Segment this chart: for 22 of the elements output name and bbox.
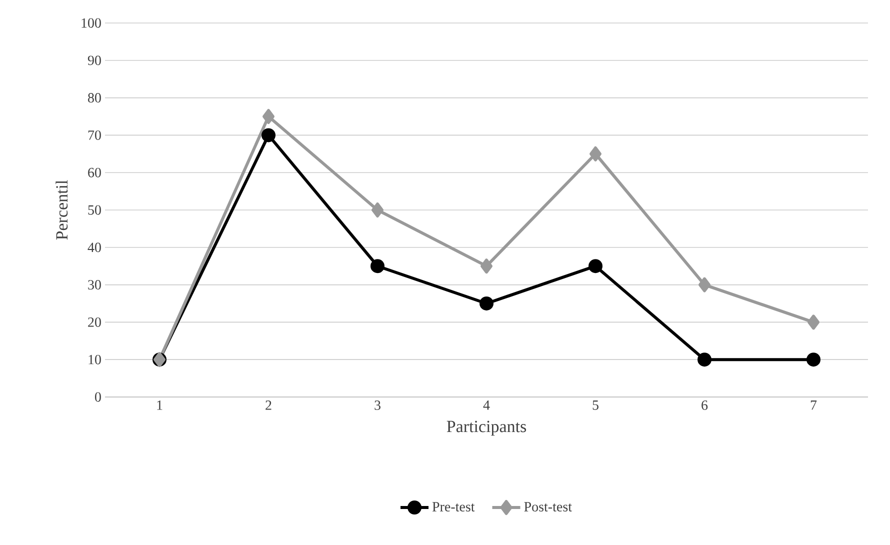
y-tick-label: 70: [88, 130, 101, 140]
x-tick-label: 2: [266, 400, 272, 410]
y-tick-label: 40: [88, 242, 101, 252]
x-tick-label: 5: [592, 400, 598, 410]
x-tick-label: 4: [483, 400, 490, 410]
y-tick-label: 0: [95, 392, 101, 402]
y-tick-label: 20: [88, 317, 101, 327]
y-tick-label: 10: [88, 354, 101, 364]
y-tick-label: 100: [82, 18, 101, 28]
y-tick-label: 80: [88, 93, 101, 103]
x-tick-label: 1: [157, 400, 162, 410]
y-tick-label: 90: [88, 56, 101, 66]
legend-label: Pre-test: [432, 502, 475, 512]
y-tick-label: 50: [88, 205, 101, 215]
x-axis-title: Participants: [446, 420, 526, 436]
legend-label: Post-test: [524, 502, 572, 512]
x-tick-label: 6: [702, 400, 708, 410]
x-tick-label: 7: [810, 400, 817, 410]
y-tick-label: 30: [88, 280, 101, 290]
y-tick-label: 60: [88, 168, 101, 178]
x-tick-label: 3: [374, 400, 380, 410]
y-axis-title: Percentil: [56, 180, 68, 240]
